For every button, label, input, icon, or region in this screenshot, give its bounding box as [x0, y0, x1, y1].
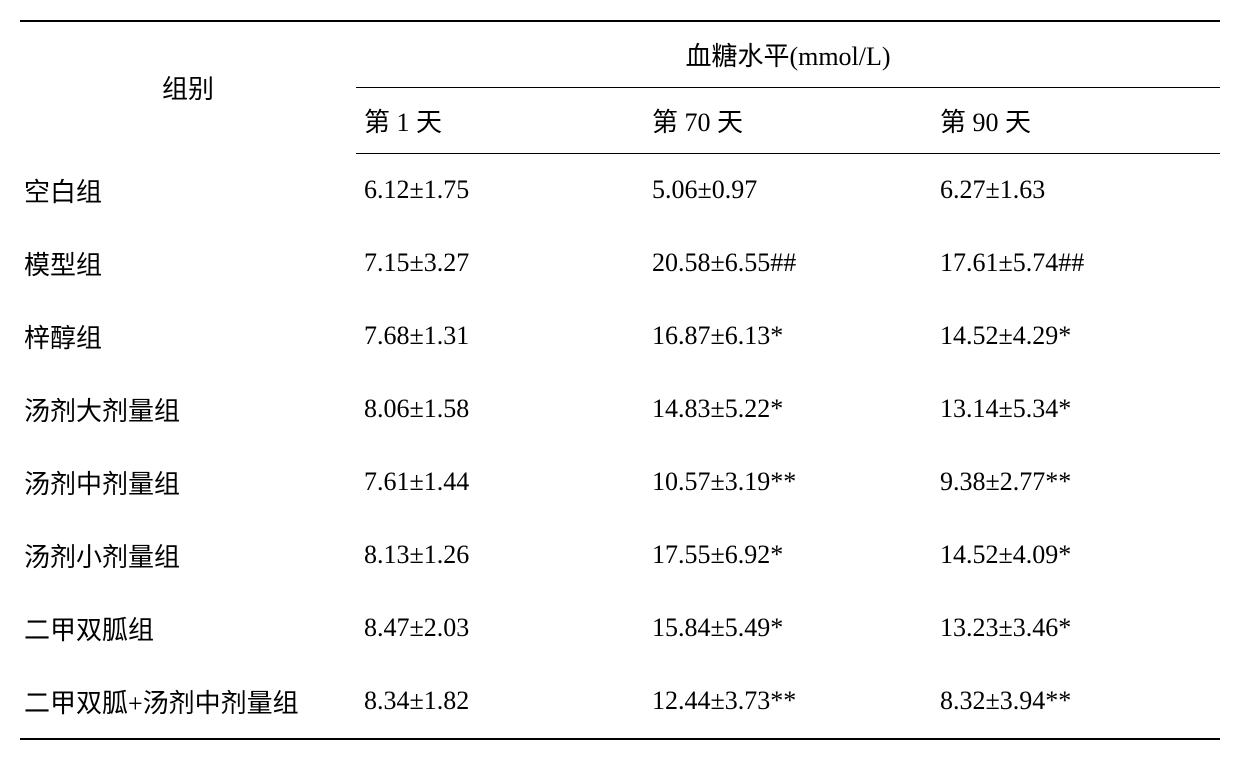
table-row: 汤剂小剂量组 8.13±1.26 17.55±6.92* 14.52±4.09* — [20, 519, 1220, 592]
data-cell: 7.15±3.27 — [356, 227, 644, 300]
day90-header: 第 90 天 — [932, 88, 1220, 154]
data-cell: 12.44±3.73** — [644, 665, 932, 739]
group-cell: 梓醇组 — [20, 300, 356, 373]
group-cell: 空白组 — [20, 154, 356, 227]
table-row: 二甲双胍+汤剂中剂量组 8.34±1.82 12.44±3.73** 8.32±… — [20, 665, 1220, 739]
group-header: 组别 — [20, 21, 356, 154]
table-row: 模型组 7.15±3.27 20.58±6.55## 17.61±5.74## — [20, 227, 1220, 300]
data-cell: 8.47±2.03 — [356, 592, 644, 665]
data-table-container: 组别 血糖水平(mmol/L) 第 1 天 第 70 天 第 90 天 空白组 … — [20, 20, 1220, 740]
data-cell: 14.52±4.29* — [932, 300, 1220, 373]
table-header: 组别 血糖水平(mmol/L) 第 1 天 第 70 天 第 90 天 — [20, 21, 1220, 154]
day70-header: 第 70 天 — [644, 88, 932, 154]
group-cell: 模型组 — [20, 227, 356, 300]
data-cell: 9.38±2.77** — [932, 446, 1220, 519]
table-row: 空白组 6.12±1.75 5.06±0.97 6.27±1.63 — [20, 154, 1220, 227]
data-cell: 13.14±5.34* — [932, 373, 1220, 446]
group-cell: 汤剂大剂量组 — [20, 373, 356, 446]
table-body: 空白组 6.12±1.75 5.06±0.97 6.27±1.63 模型组 7.… — [20, 154, 1220, 739]
data-cell: 5.06±0.97 — [644, 154, 932, 227]
group-cell: 汤剂中剂量组 — [20, 446, 356, 519]
data-cell: 6.27±1.63 — [932, 154, 1220, 227]
data-cell: 6.12±1.75 — [356, 154, 644, 227]
data-cell: 17.55±6.92* — [644, 519, 932, 592]
main-header: 血糖水平(mmol/L) — [356, 21, 1220, 88]
data-cell: 16.87±6.13* — [644, 300, 932, 373]
day1-header: 第 1 天 — [356, 88, 644, 154]
data-cell: 15.84±5.49* — [644, 592, 932, 665]
data-cell: 10.57±3.19** — [644, 446, 932, 519]
data-cell: 8.34±1.82 — [356, 665, 644, 739]
group-cell: 二甲双胍+汤剂中剂量组 — [20, 665, 356, 739]
data-cell: 7.61±1.44 — [356, 446, 644, 519]
table-row: 梓醇组 7.68±1.31 16.87±6.13* 14.52±4.29* — [20, 300, 1220, 373]
data-cell: 8.06±1.58 — [356, 373, 644, 446]
data-cell: 20.58±6.55## — [644, 227, 932, 300]
data-cell: 13.23±3.46* — [932, 592, 1220, 665]
group-cell: 汤剂小剂量组 — [20, 519, 356, 592]
data-cell: 14.52±4.09* — [932, 519, 1220, 592]
table-row: 二甲双胍组 8.47±2.03 15.84±5.49* 13.23±3.46* — [20, 592, 1220, 665]
header-row-1: 组别 血糖水平(mmol/L) — [20, 21, 1220, 88]
data-cell: 17.61±5.74## — [932, 227, 1220, 300]
data-cell: 7.68±1.31 — [356, 300, 644, 373]
data-cell: 8.13±1.26 — [356, 519, 644, 592]
table-row: 汤剂大剂量组 8.06±1.58 14.83±5.22* 13.14±5.34* — [20, 373, 1220, 446]
data-cell: 14.83±5.22* — [644, 373, 932, 446]
blood-glucose-table: 组别 血糖水平(mmol/L) 第 1 天 第 70 天 第 90 天 空白组 … — [20, 20, 1220, 740]
group-cell: 二甲双胍组 — [20, 592, 356, 665]
table-row: 汤剂中剂量组 7.61±1.44 10.57±3.19** 9.38±2.77*… — [20, 446, 1220, 519]
data-cell: 8.32±3.94** — [932, 665, 1220, 739]
